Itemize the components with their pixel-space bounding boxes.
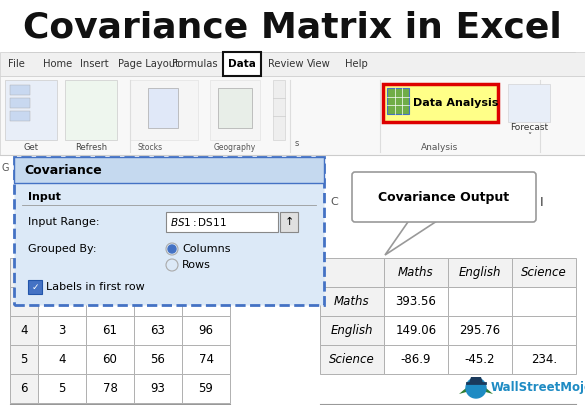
Text: Data Analysis: Data Analysis — [413, 98, 498, 108]
Text: ˅: ˅ — [527, 132, 531, 141]
FancyBboxPatch shape — [448, 287, 512, 316]
FancyBboxPatch shape — [508, 84, 550, 122]
FancyBboxPatch shape — [448, 316, 512, 345]
Polygon shape — [482, 388, 493, 394]
FancyBboxPatch shape — [10, 258, 38, 287]
Text: 74: 74 — [198, 353, 214, 366]
Text: Stocks: Stocks — [137, 143, 163, 153]
FancyBboxPatch shape — [320, 316, 384, 345]
FancyBboxPatch shape — [134, 287, 182, 316]
Text: s: s — [295, 139, 300, 147]
FancyBboxPatch shape — [512, 345, 576, 374]
Polygon shape — [459, 388, 470, 394]
FancyBboxPatch shape — [38, 345, 86, 374]
FancyBboxPatch shape — [10, 345, 38, 374]
Circle shape — [466, 378, 486, 398]
Text: 2: 2 — [20, 266, 27, 279]
Circle shape — [168, 245, 176, 253]
FancyBboxPatch shape — [5, 80, 57, 140]
FancyBboxPatch shape — [38, 287, 86, 316]
FancyBboxPatch shape — [320, 287, 384, 316]
Polygon shape — [385, 219, 440, 255]
Text: 295.76: 295.76 — [459, 324, 501, 337]
Text: -86.9: -86.9 — [401, 353, 431, 366]
FancyBboxPatch shape — [14, 157, 324, 305]
Text: Input Range:: Input Range: — [28, 217, 99, 227]
Text: File: File — [8, 59, 25, 69]
Text: Analysis: Analysis — [421, 143, 459, 153]
Text: 3: 3 — [58, 324, 66, 337]
Text: Page Layout: Page Layout — [118, 59, 179, 69]
FancyBboxPatch shape — [182, 287, 230, 316]
FancyBboxPatch shape — [0, 52, 585, 76]
FancyBboxPatch shape — [384, 316, 448, 345]
Text: 59: 59 — [198, 382, 214, 395]
FancyBboxPatch shape — [134, 316, 182, 345]
FancyBboxPatch shape — [28, 280, 42, 294]
FancyBboxPatch shape — [448, 345, 512, 374]
FancyBboxPatch shape — [148, 88, 178, 128]
Text: 4: 4 — [20, 324, 27, 337]
FancyBboxPatch shape — [512, 258, 576, 287]
Text: 60: 60 — [102, 353, 118, 366]
Text: 50: 50 — [199, 295, 214, 308]
Text: 63: 63 — [150, 324, 166, 337]
Text: Refresh: Refresh — [75, 143, 107, 153]
FancyBboxPatch shape — [86, 287, 134, 316]
FancyBboxPatch shape — [448, 258, 512, 287]
Text: 85: 85 — [150, 295, 166, 308]
Text: 93: 93 — [150, 382, 166, 395]
FancyBboxPatch shape — [86, 345, 134, 374]
FancyBboxPatch shape — [223, 52, 261, 76]
FancyBboxPatch shape — [166, 212, 278, 232]
FancyBboxPatch shape — [130, 80, 198, 140]
FancyBboxPatch shape — [384, 345, 448, 374]
FancyBboxPatch shape — [383, 84, 498, 122]
Text: Columns: Columns — [182, 244, 230, 254]
FancyBboxPatch shape — [512, 287, 576, 316]
Text: View: View — [307, 59, 331, 69]
FancyBboxPatch shape — [10, 85, 30, 95]
Text: 4: 4 — [58, 353, 66, 366]
FancyBboxPatch shape — [86, 258, 134, 287]
Text: Science: Science — [329, 353, 375, 366]
Text: Data: Data — [228, 59, 256, 69]
Text: G: G — [2, 163, 9, 173]
Text: Input: Input — [28, 192, 61, 202]
Text: Maths: Maths — [334, 295, 370, 308]
FancyBboxPatch shape — [86, 374, 134, 403]
FancyBboxPatch shape — [14, 157, 324, 183]
Text: Forecast: Forecast — [510, 122, 548, 132]
FancyBboxPatch shape — [320, 258, 384, 287]
FancyBboxPatch shape — [10, 111, 30, 121]
Text: English: English — [459, 266, 501, 279]
FancyBboxPatch shape — [352, 172, 536, 222]
Text: Science: Science — [521, 266, 567, 279]
FancyBboxPatch shape — [407, 217, 443, 220]
Text: Covariance Matrix in Excel: Covariance Matrix in Excel — [23, 10, 562, 44]
Text: 2: 2 — [58, 295, 66, 308]
Text: 56: 56 — [150, 353, 166, 366]
FancyBboxPatch shape — [134, 258, 182, 287]
Text: Insert: Insert — [80, 59, 109, 69]
Text: Grouped By:: Grouped By: — [28, 244, 97, 254]
FancyBboxPatch shape — [280, 212, 298, 232]
Text: I: I — [540, 196, 543, 209]
FancyBboxPatch shape — [134, 345, 182, 374]
Text: Rows: Rows — [182, 260, 211, 270]
FancyBboxPatch shape — [384, 287, 448, 316]
FancyBboxPatch shape — [86, 316, 134, 345]
Text: 393.56: 393.56 — [395, 295, 436, 308]
FancyBboxPatch shape — [320, 345, 384, 374]
Text: 3: 3 — [20, 295, 27, 308]
Text: 78: 78 — [102, 382, 118, 395]
FancyBboxPatch shape — [512, 316, 576, 345]
FancyBboxPatch shape — [210, 80, 260, 140]
Text: 234.: 234. — [531, 353, 557, 366]
FancyBboxPatch shape — [10, 287, 38, 316]
FancyBboxPatch shape — [134, 374, 182, 403]
FancyBboxPatch shape — [387, 88, 409, 114]
Text: 149.06: 149.06 — [395, 324, 436, 337]
FancyBboxPatch shape — [182, 374, 230, 403]
